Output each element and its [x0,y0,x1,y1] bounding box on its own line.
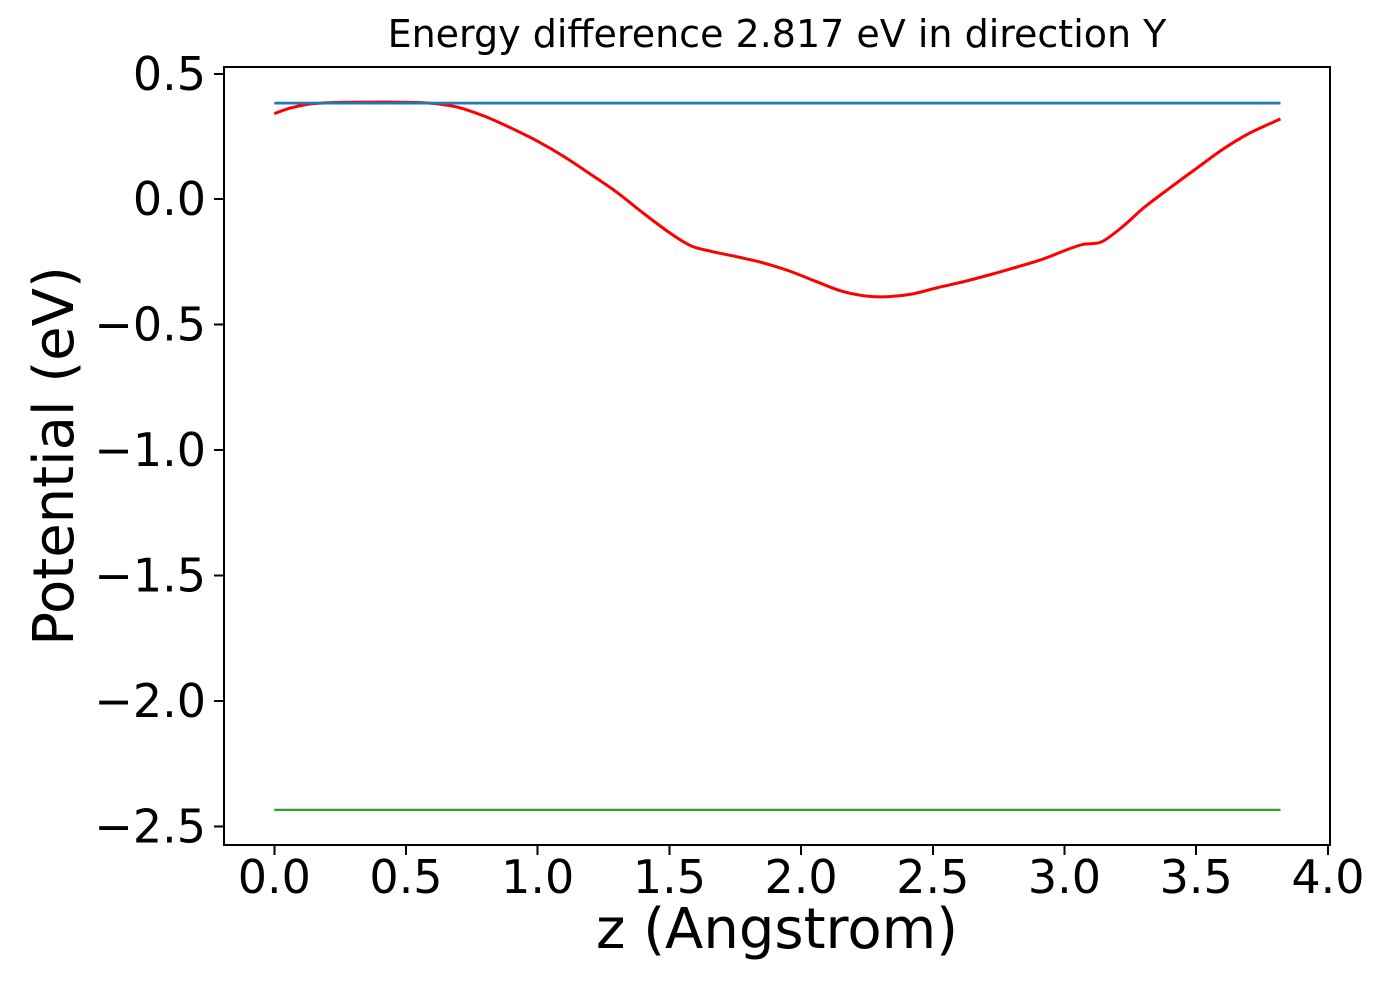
chart-title: Energy difference 2.817 eV in direction … [387,12,1167,56]
x-tick-label: 0.5 [369,850,442,904]
x-tick-label: 0.0 [238,850,311,904]
x-tick-label: 2.5 [896,850,969,904]
y-tick-label: 0.0 [133,172,206,226]
y-tick-label: −2.5 [94,799,206,853]
y-tick-label: −1.0 [94,423,206,477]
x-axis-label: z (Angstrom) [596,897,958,962]
x-tick-label: 3.0 [1028,850,1101,904]
y-tick-label: −2.0 [94,674,206,728]
axes-spines [223,66,1331,846]
x-tick-label: 2.0 [765,850,838,904]
y-tick-label: −1.5 [94,549,206,603]
x-tick-label: 4.0 [1291,850,1364,904]
y-tick-label: −0.5 [94,298,206,352]
x-tick-label: 3.5 [1160,850,1233,904]
series-red-curve [273,100,1282,299]
x-tick-label: 1.0 [501,850,574,904]
y-tick-label: 0.5 [133,47,206,101]
x-tick-label: 1.5 [633,850,706,904]
